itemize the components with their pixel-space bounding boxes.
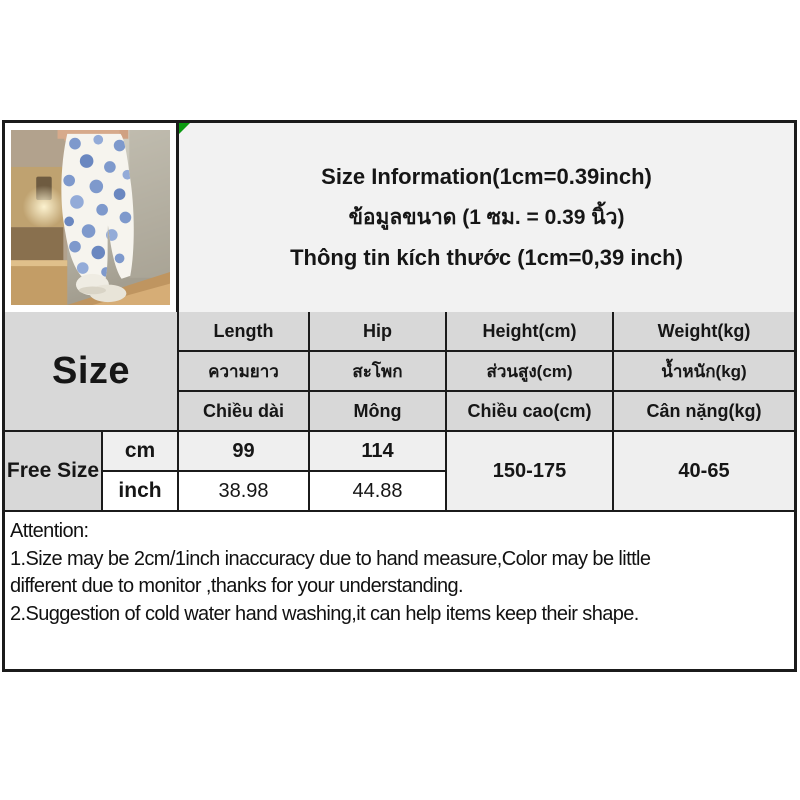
unit-label-cm: cm bbox=[103, 432, 179, 472]
size-chart-sheet: Size Information(1cm=0.39inch) ข้อมูลขนา… bbox=[2, 120, 797, 672]
attention-heading: Attention: bbox=[10, 520, 89, 542]
header-length-th: ความยาว bbox=[179, 352, 310, 392]
photo-stairs bbox=[11, 130, 68, 305]
header-hip-vi: Mông bbox=[310, 392, 447, 432]
attention-line: 1.Size may be 2cm/1inch inaccuracy due t… bbox=[10, 547, 651, 570]
value-height-range: 150-175 bbox=[447, 432, 614, 512]
attention-line: different due to monitor ,thanks for you… bbox=[10, 575, 464, 597]
title-vietnamese: Thông tin kích thước (1cm=0,39 inch) bbox=[290, 245, 683, 270]
header-hip-th: สะโพก bbox=[310, 352, 447, 392]
value-length-inch: 38.98 bbox=[179, 472, 310, 512]
title-cell: Size Information(1cm=0.39inch) ข้อมูลขนา… bbox=[179, 123, 794, 312]
photo-shoes bbox=[75, 273, 127, 303]
unit-label-inch: inch bbox=[103, 472, 179, 512]
header-weight-th: น้ำหนัก(kg) bbox=[614, 352, 794, 392]
value-hip-cm: 114 bbox=[310, 432, 447, 472]
value-length-cm: 99 bbox=[179, 432, 310, 472]
attention-note: Attention: 1.Size may be 2cm/1inch inacc… bbox=[5, 512, 794, 669]
size-chart-grid: Size Information(1cm=0.39inch) ข้อมูลขนา… bbox=[2, 120, 797, 672]
header-height-th: ส่วนสูง(cm) bbox=[447, 352, 614, 392]
title-thai: ข้อมูลขนาด (1 ซม. = 0.39 นิ้ว) bbox=[348, 206, 625, 229]
attention-line: 2.Suggestion of cold water hand washing,… bbox=[10, 602, 639, 625]
value-hip-inch: 44.88 bbox=[310, 472, 447, 512]
product-photo-cell bbox=[5, 123, 179, 312]
header-hip-en: Hip bbox=[310, 312, 447, 352]
photo-floral-pants bbox=[61, 133, 134, 281]
product-photo bbox=[11, 130, 170, 305]
header-length-vi: Chiều dài bbox=[179, 392, 310, 432]
row-label-free-size: Free Size bbox=[5, 432, 103, 512]
value-weight-range: 40-65 bbox=[614, 432, 794, 512]
cell-corner-marker-icon bbox=[179, 123, 190, 134]
size-corner-header: Size bbox=[5, 312, 179, 432]
header-weight-en: Weight(kg) bbox=[614, 312, 794, 352]
header-height-vi: Chiều cao(cm) bbox=[447, 392, 614, 432]
title-english: Size Information(1cm=0.39inch) bbox=[321, 164, 652, 189]
header-weight-vi: Cân nặng(kg) bbox=[614, 392, 794, 432]
header-height-en: Height(cm) bbox=[447, 312, 614, 352]
header-length-en: Length bbox=[179, 312, 310, 352]
